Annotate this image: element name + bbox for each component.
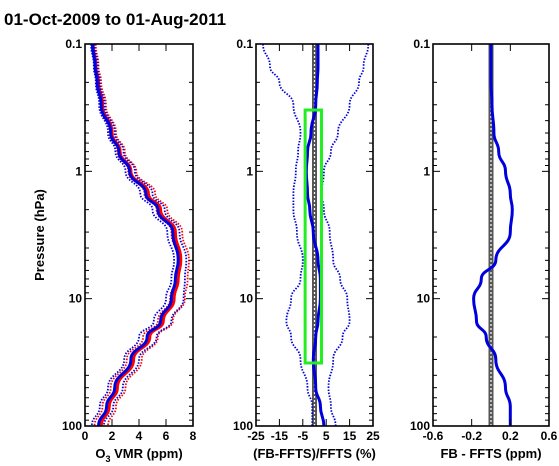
figure-title: 01-Oct-2009 to 01-Aug-2011 <box>4 10 226 29</box>
y-axis-label: Pressure (hPa) <box>32 189 47 281</box>
y-tick-label: 1 <box>423 164 430 178</box>
x-tick-label: -5 <box>297 429 308 443</box>
panel-absolute-difference: 0.1 1 10 100-0.6 -0.2 0.2 0.6FB - FFTS (ppm) <box>410 37 558 461</box>
series-group <box>472 44 514 426</box>
x-axis-label: FB - FFTS (ppm) <box>440 446 541 461</box>
series-blue-dotted-2 <box>320 44 370 426</box>
x-axis-label: (FB-FFTS)/FFTS (%) <box>253 446 376 461</box>
x-tick-label: 25 <box>366 429 380 443</box>
series-blue-dotted-4 <box>90 44 175 426</box>
x-tick-label: 4 <box>136 429 143 443</box>
axes-frame <box>432 43 550 427</box>
x-axis-label: O3 VMR (ppm) <box>95 446 182 464</box>
series-blue-solid-3 <box>90 44 180 426</box>
y-tick-label: 0.1 <box>65 37 82 51</box>
series-group <box>262 44 370 426</box>
panel-relative-difference: 0.1 1 10 100-25 -15 -5 5 15 25 (FB-FFTS)/FFTS (%) <box>233 37 380 461</box>
y-tick-label: 0.1 <box>236 37 253 51</box>
series-group <box>90 44 190 426</box>
series-red-dotted-2 <box>94 44 190 426</box>
y-tick-label: 1 <box>75 164 82 178</box>
series-blue-dotted-1 <box>262 44 314 426</box>
x-tick-label: -15 <box>271 429 289 443</box>
series-blue-solid-0 <box>304 44 326 426</box>
x-tick-label: -25 <box>247 429 265 443</box>
highlight-box <box>303 108 324 365</box>
x-tick-label: 0.6 <box>541 429 558 443</box>
y-tick-label: 0.1 <box>413 37 430 51</box>
y-tick-label: 1 <box>246 164 253 178</box>
x-tick-label: 6 <box>163 429 170 443</box>
y-tick-label: 10 <box>417 292 431 306</box>
y-tick-label: 10 <box>69 292 83 306</box>
x-tick-label: 5 <box>323 429 330 443</box>
axes-frame <box>255 43 374 427</box>
x-tick-label: -0.2 <box>461 429 482 443</box>
x-tick-label: 0.2 <box>502 429 519 443</box>
series-blue-solid-0 <box>472 44 514 426</box>
x-tick-label: -0.6 <box>423 429 444 443</box>
y-tick-label: 10 <box>240 292 254 306</box>
y-tick-label: 100 <box>233 419 253 433</box>
x-tick-label: 8 <box>190 429 197 443</box>
y-tick-label: 100 <box>410 419 430 433</box>
x-tick-label: 0 <box>82 429 89 443</box>
y-tick-label: 100 <box>62 419 82 433</box>
x-tick-label: 2 <box>109 429 116 443</box>
x-tick-label: 15 <box>343 429 357 443</box>
